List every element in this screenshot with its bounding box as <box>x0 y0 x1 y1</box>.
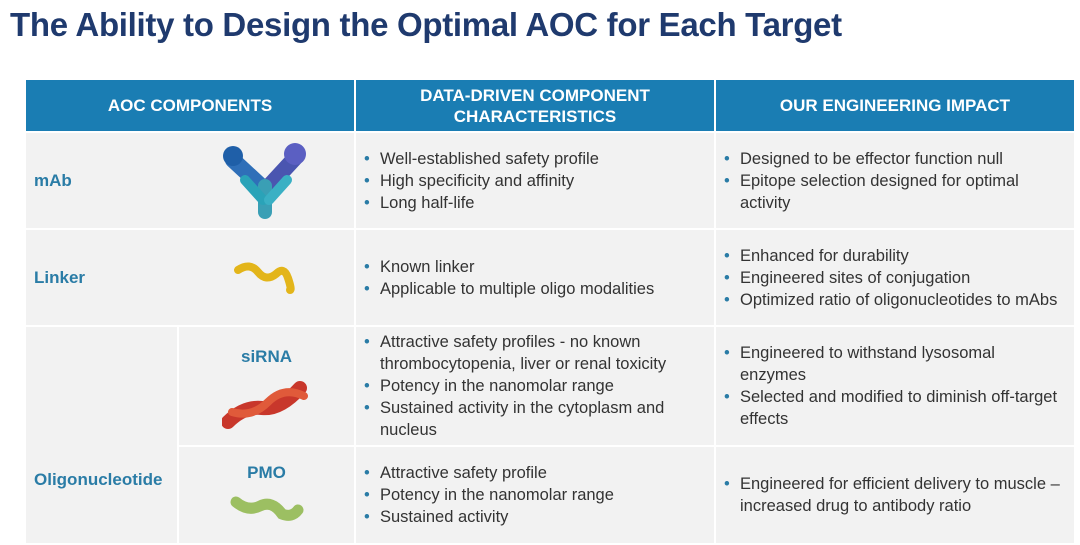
characteristics-cell: Attractive safety profiles - no known th… <box>356 327 714 445</box>
component-cell: Linker <box>26 230 354 325</box>
bullet-list: Enhanced for durabilityEngineered sites … <box>716 245 1074 311</box>
bullet-item: Engineered sites of conjugation <box>724 267 1064 289</box>
bullet-list: Known linkerApplicable to multiple oligo… <box>356 256 714 300</box>
characteristics-cell: Known linkerApplicable to multiple oligo… <box>356 230 714 325</box>
component-label: siRNA <box>240 347 292 366</box>
header-text: OUR ENGINEERING IMPACT <box>779 96 1011 115</box>
component-label: PMO <box>247 463 286 482</box>
header-cell: AOC COMPONENTS <box>26 80 354 131</box>
bullet-item: Optimized ratio of oligonucleotides to m… <box>724 289 1064 311</box>
linker-icon <box>234 262 295 294</box>
header-cell: DATA-DRIVEN COMPONENT CHARACTERISTICS <box>356 80 714 131</box>
bullet-item: Selected and modified to diminish off-ta… <box>724 386 1064 430</box>
bullet-item: Known linker <box>364 256 704 278</box>
pmo-icon <box>230 496 304 521</box>
component-cell: PMO <box>179 447 354 543</box>
header-text: DATA-DRIVEN COMPONENT CHARACTERISTICS <box>420 85 650 126</box>
bullet-list: Attractive safety profilePotency in the … <box>356 462 714 528</box>
bullet-list: Designed to be effector function nullEpi… <box>716 148 1074 214</box>
bullet-item: Attractive safety profile <box>364 462 704 484</box>
component-cell: siRNA <box>179 327 354 445</box>
impact-cell: Engineered for efficient delivery to mus… <box>716 447 1074 543</box>
header-text: AOC COMPONENTS <box>107 96 273 115</box>
bullet-item: Sustained activity in the cytoplasm and … <box>364 397 704 441</box>
bullet-item: Epitope selection designed for optimal a… <box>724 170 1064 214</box>
impact-cell: Enhanced for durabilityEngineered sites … <box>716 230 1074 325</box>
antibody-icon <box>223 143 306 219</box>
header-cell: OUR ENGINEERING IMPACT <box>716 80 1074 131</box>
bullet-item: Sustained activity <box>364 506 704 528</box>
bullet-list: Engineered for efficient delivery to mus… <box>716 473 1074 517</box>
bullet-list: Attractive safety profiles - no known th… <box>356 331 714 441</box>
sirna-icon <box>222 381 308 429</box>
group-cell: Oligonucleotide <box>26 327 177 543</box>
bullet-list: Engineered to withstand lysosomal enzyme… <box>716 342 1074 430</box>
bullet-item: Enhanced for durability <box>724 245 1064 267</box>
bullet-item: Engineered to withstand lysosomal enzyme… <box>724 342 1064 386</box>
characteristics-cell: Attractive safety profilePotency in the … <box>356 447 714 543</box>
bullet-item: Designed to be effector function null <box>724 148 1064 170</box>
impact-cell: Designed to be effector function nullEpi… <box>716 133 1074 228</box>
slide-title: The Ability to Design the Optimal AOC fo… <box>10 6 842 43</box>
bullet-item: Potency in the nanomolar range <box>364 484 704 506</box>
component-label: mAb <box>34 170 72 190</box>
bullet-item: Applicable to multiple oligo modalities <box>364 278 704 300</box>
bullet-item: High specificity and affinity <box>364 170 704 192</box>
bullet-item: Potency in the nanomolar range <box>364 375 704 397</box>
characteristics-cell: Well-established safety profileHigh spec… <box>356 133 714 228</box>
bullet-item: Long half-life <box>364 192 704 214</box>
bullet-item: Engineered for efficient delivery to mus… <box>724 473 1064 517</box>
group-label: Oligonucleotide <box>34 470 163 489</box>
bullet-item: Well-established safety profile <box>364 148 704 170</box>
impact-cell: Engineered to withstand lysosomal enzyme… <box>716 327 1074 445</box>
bullet-list: Well-established safety profileHigh spec… <box>356 148 714 214</box>
component-label: Linker <box>34 267 86 287</box>
bullet-item: Attractive safety profiles - no known th… <box>364 331 704 375</box>
